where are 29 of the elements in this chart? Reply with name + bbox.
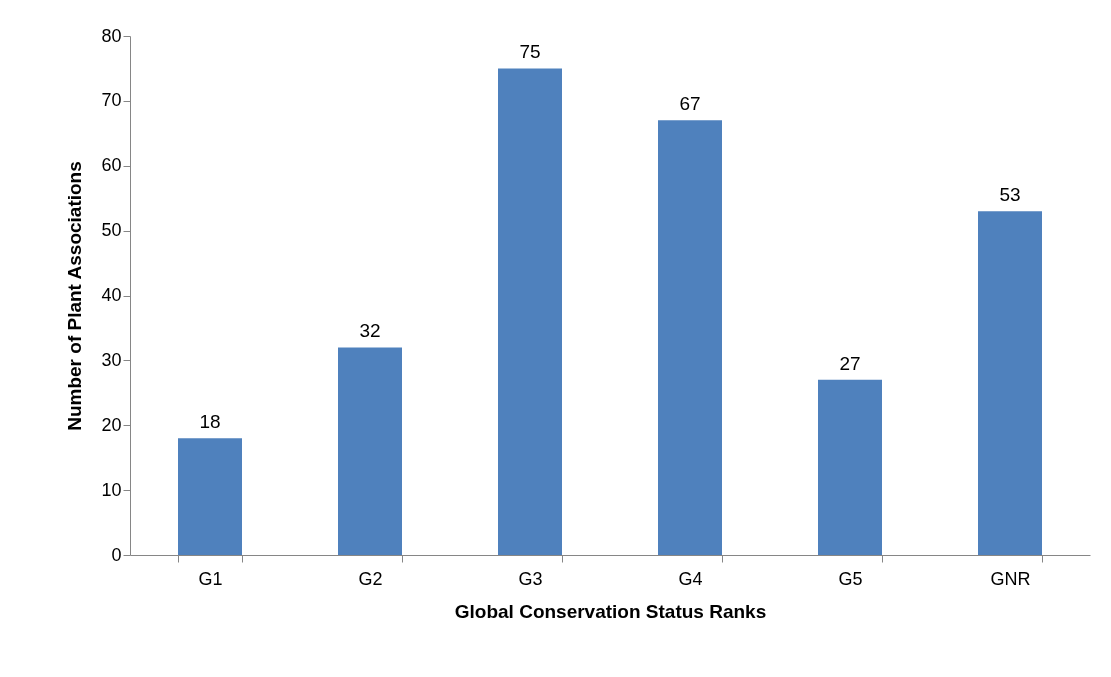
bar [978,211,1042,555]
y-tick-label: 40 [101,285,122,305]
x-tick-label: G2 [358,568,383,589]
x-tick-label: GNR [990,568,1031,589]
data-label: 75 [519,41,541,63]
bar [338,347,402,555]
data-label: 53 [999,184,1021,206]
data-label: 67 [679,93,701,115]
y-tick-label: 30 [101,349,122,370]
x-tick-label: G4 [678,568,703,589]
data-label: 18 [199,411,221,433]
bar [818,379,882,555]
y-axis-title: Number of Plant Associations [64,161,86,431]
y-tick-label: 60 [101,155,122,176]
data-label: 27 [839,352,861,374]
x-tick-label: G5 [838,568,863,589]
x-axis-title: Global Conservation Status Ranks [454,600,767,622]
x-tick-label: G3 [518,568,543,589]
y-tick-label: 20 [101,414,122,435]
data-label: 32 [359,320,381,342]
y-tick-label: 0 [111,544,122,565]
y-tick-label: 80 [101,25,122,46]
bar [658,120,722,555]
y-tick-label: 70 [101,90,122,111]
bar [498,68,562,555]
y-tick-label: 10 [101,479,122,500]
bar [178,438,242,555]
x-tick-label: G1 [198,568,223,589]
y-tick-label: 50 [101,220,122,241]
